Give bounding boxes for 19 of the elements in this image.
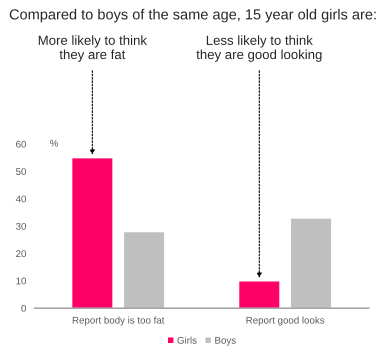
y-tick-label: 20 bbox=[16, 250, 26, 258]
legend-label: Girls bbox=[177, 336, 197, 344]
y-tick-label: 10 bbox=[16, 278, 26, 284]
y-axis-title: % bbox=[50, 140, 58, 147]
x-tick-label: Report body is too fat bbox=[72, 316, 164, 326]
y-tick-label: 40 bbox=[16, 195, 26, 202]
y-tick-label: 30 bbox=[16, 222, 26, 230]
annotation: More likely to think they are fat bbox=[38, 35, 147, 62]
x-tick-label: Report good looks bbox=[246, 316, 324, 326]
y-tick-label: 60 bbox=[16, 140, 26, 148]
y-tick-label: 0 bbox=[21, 304, 26, 312]
bar bbox=[70, 157, 114, 308]
annotation: Less likely to think they are good looking bbox=[196, 35, 322, 62]
chart-title: Compared to boys of the same age, 15 year old girls are: bbox=[10, 8, 376, 22]
bar bbox=[238, 280, 281, 308]
bar bbox=[290, 217, 332, 308]
y-tick-label: 50 bbox=[16, 168, 26, 175]
legend-label: Boys bbox=[215, 336, 236, 346]
bar bbox=[122, 230, 166, 308]
